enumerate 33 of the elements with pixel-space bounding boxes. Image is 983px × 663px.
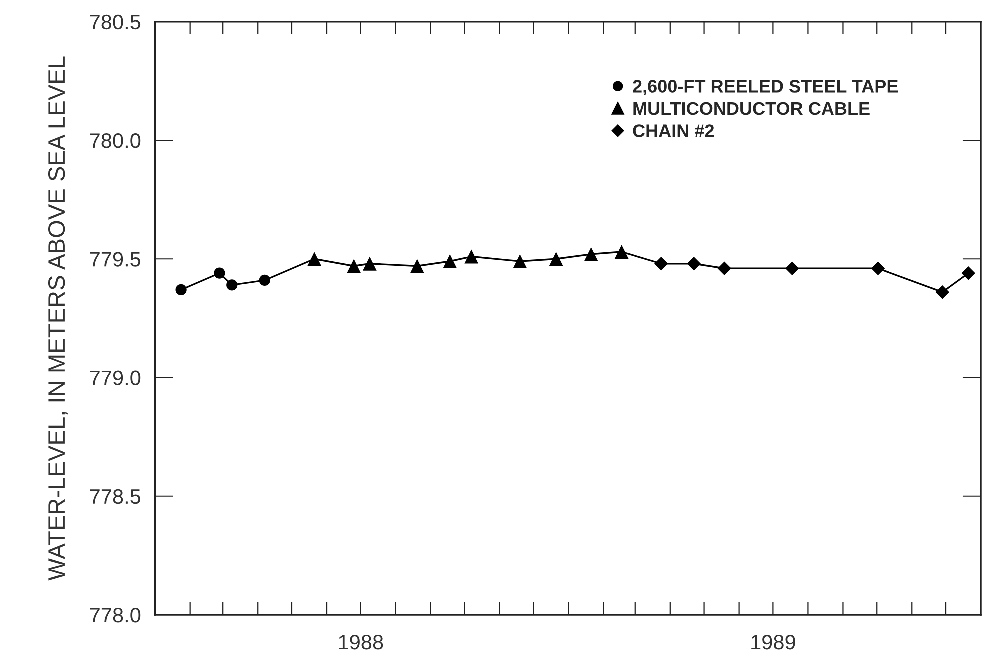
point	[362, 256, 377, 271]
y-tick-label: 778.0	[90, 608, 141, 623]
point	[584, 247, 598, 262]
y-tick-label: 778.5	[90, 489, 141, 504]
point	[308, 252, 322, 266]
point	[259, 274, 270, 286]
x-tick-label: 1988	[339, 634, 384, 650]
y-tick-label: 779.5	[90, 252, 141, 267]
point	[962, 266, 976, 280]
y-tick-label: 780.5	[90, 14, 141, 30]
point	[786, 262, 800, 276]
y-axis-title: WATER-LEVEL, IN METERS ABOVE SEA LEVEL	[48, 56, 68, 581]
point	[654, 257, 668, 271]
point	[687, 257, 701, 271]
point	[464, 250, 479, 264]
point	[936, 285, 950, 300]
point	[443, 254, 458, 268]
point	[513, 254, 528, 268]
legend-label: CHAIN #2	[633, 124, 714, 138]
legend-label: 2,600-FT REELED STEEL TAPE	[633, 80, 898, 96]
point	[549, 252, 564, 266]
point	[614, 245, 629, 259]
point	[226, 280, 238, 291]
x-tick-label: 1989	[752, 634, 796, 650]
y-tick-label: 779.0	[90, 370, 141, 386]
legend-label: MULTICONDUCTOR CABLE	[634, 102, 870, 116]
point	[347, 259, 362, 274]
point	[214, 268, 226, 279]
y-tick-label: 780.0	[90, 134, 141, 148]
point	[718, 262, 732, 276]
point	[176, 284, 187, 296]
point	[871, 262, 886, 276]
point	[410, 259, 424, 274]
